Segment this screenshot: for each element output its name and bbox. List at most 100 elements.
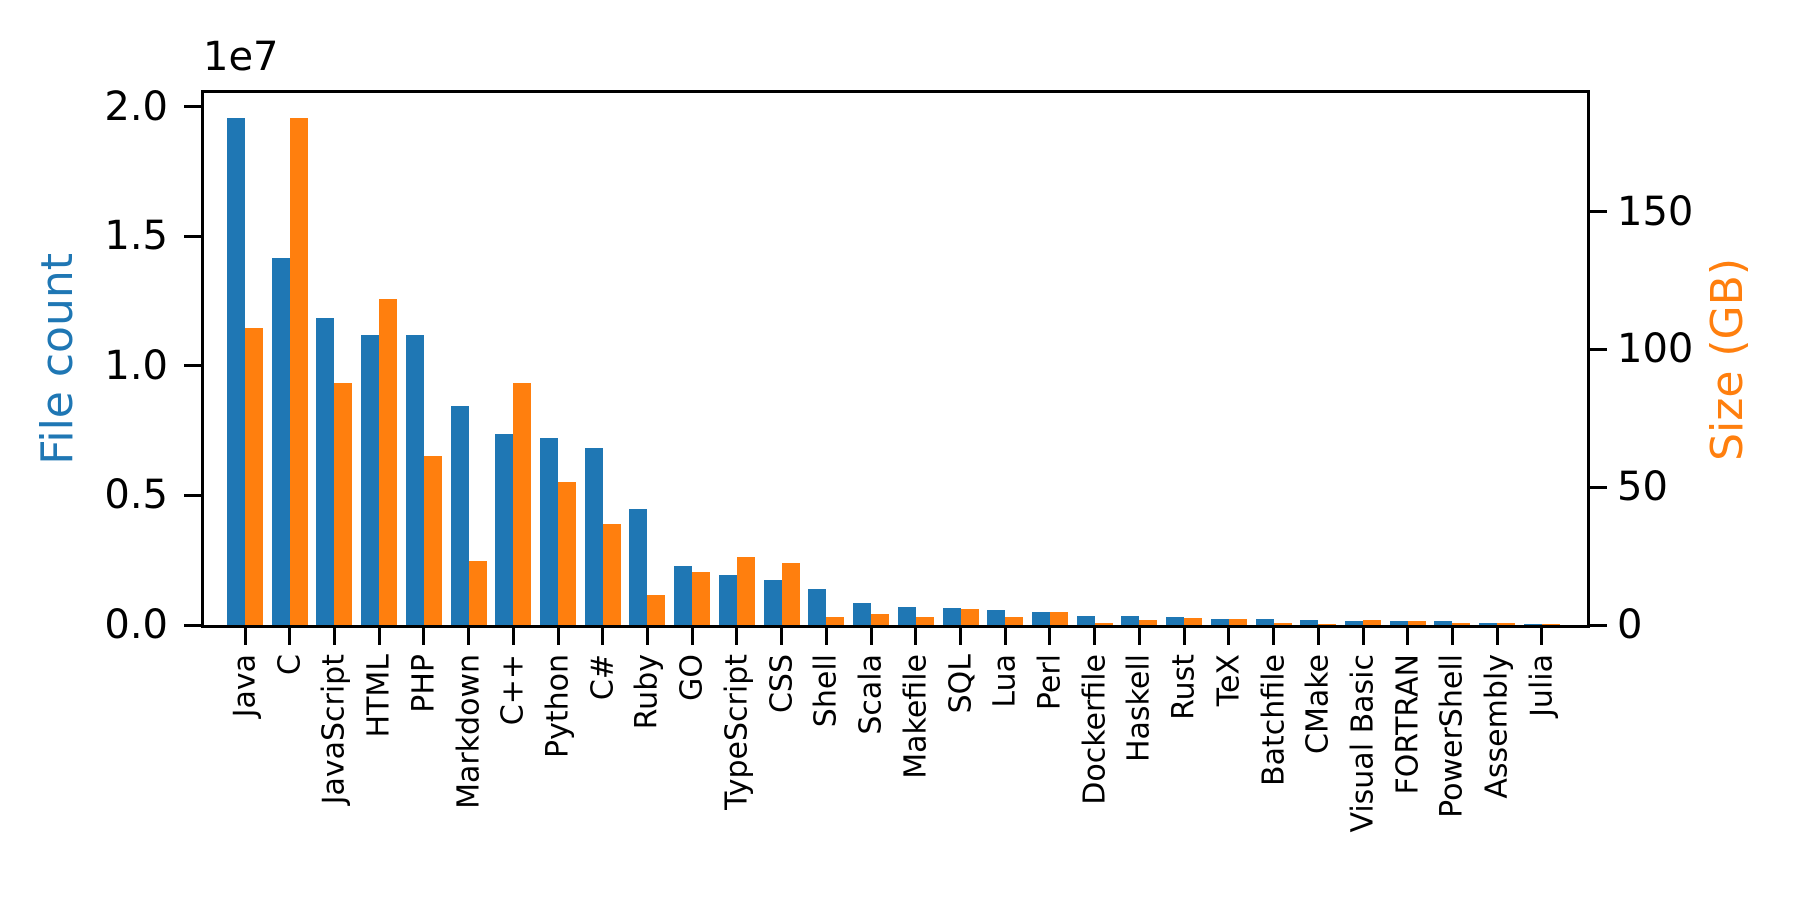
bar-size-gb (245, 328, 263, 625)
x-tick-label: SQL (943, 654, 979, 714)
bar-file-count (1389, 621, 1408, 625)
bar-file-count (316, 318, 335, 625)
x-tick-label: Python (540, 654, 576, 758)
y-tick-label-left: 0.0 (104, 602, 168, 648)
bar-file-count (1210, 618, 1229, 625)
bar-size-gb (1363, 619, 1381, 625)
plot-area (201, 90, 1590, 628)
bar-file-count (1166, 616, 1185, 625)
y-tick-left (184, 364, 201, 368)
y-tick-label-right: 0 (1617, 602, 1643, 648)
bar-size-gb (871, 614, 890, 625)
y-tick-right (1590, 485, 1607, 489)
bar-file-count (808, 589, 827, 625)
x-tick (377, 628, 381, 645)
x-tick-label: Julia (1524, 654, 1560, 717)
bar-file-count (450, 405, 469, 625)
x-tick-label: Scala (853, 654, 889, 735)
bar-size-gb (513, 383, 532, 625)
x-tick (1272, 628, 1276, 645)
bar-file-count (1434, 621, 1453, 625)
x-tick (243, 628, 247, 645)
bar-size-gb (736, 557, 755, 625)
bar-file-count (495, 433, 514, 625)
x-tick (869, 628, 873, 645)
x-tick-label: Perl (1032, 654, 1068, 711)
bar-size-gb (692, 571, 711, 625)
bar-size-gb (1273, 623, 1292, 625)
bar-size-gb (1228, 619, 1247, 625)
bar-size-gb (915, 616, 934, 625)
y-tick-left (184, 105, 201, 109)
bar-size-gb (781, 562, 800, 625)
x-tick-label: Java (227, 654, 263, 718)
y-tick-left (184, 493, 201, 497)
x-tick (690, 628, 694, 645)
x-tick-label: HTML (361, 654, 397, 738)
bar-size-gb (1139, 619, 1158, 625)
x-tick (1316, 628, 1320, 645)
bars-container (204, 93, 1587, 625)
bar-size-gb (1318, 623, 1337, 625)
bar-file-count (629, 509, 648, 625)
bar-size-gb (334, 382, 353, 625)
x-tick-label: C++ (495, 654, 531, 726)
x-tick (1093, 628, 1097, 645)
bar-size-gb (647, 594, 666, 625)
x-tick (511, 628, 515, 645)
bar-file-count (540, 437, 559, 625)
bar-size-gb (558, 481, 577, 625)
bar-file-count (674, 566, 693, 625)
bar-file-count (227, 118, 245, 625)
bar-file-count (1523, 623, 1542, 625)
y-tick-left (184, 234, 201, 238)
x-tick-label: C (272, 654, 308, 675)
bar-size-gb (1452, 623, 1471, 625)
y-tick-label-right: 150 (1617, 188, 1694, 235)
x-tick (914, 628, 918, 645)
x-tick-label: GO (674, 654, 710, 701)
bar-size-gb (602, 523, 621, 625)
x-tick-label: Rust (1166, 654, 1202, 720)
bar-size-gb (1049, 612, 1068, 625)
bar-file-count (1121, 616, 1140, 625)
bar-file-count (1031, 612, 1050, 625)
x-tick (1450, 628, 1454, 645)
x-tick-label: TeX (1211, 654, 1247, 707)
x-tick-label: Ruby (629, 654, 665, 730)
bar-size-gb (1184, 617, 1203, 625)
bar-file-count (853, 603, 872, 625)
x-tick (556, 628, 560, 645)
y-tick-right (1590, 623, 1607, 627)
bar-file-count (897, 607, 916, 625)
x-tick (288, 628, 292, 645)
bar-file-count (271, 258, 290, 625)
x-tick-label: C# (585, 654, 621, 701)
y-tick-right (1590, 210, 1607, 214)
x-tick-label: JavaScript (316, 654, 352, 805)
x-tick (332, 628, 336, 645)
x-tick (735, 628, 739, 645)
x-tick (601, 628, 605, 645)
x-tick-label: Markdown (451, 654, 487, 809)
bar-file-count (987, 610, 1006, 625)
y-tick-right (1590, 347, 1607, 351)
bar-size-gb (423, 455, 442, 625)
bar-file-count (584, 448, 603, 625)
bar-size-gb (1407, 620, 1426, 625)
x-tick (467, 628, 471, 645)
x-tick (1406, 628, 1410, 645)
bar-size-gb (1005, 617, 1024, 625)
x-tick (1048, 628, 1052, 645)
bar-size-gb (826, 616, 845, 625)
bar-file-count (1255, 618, 1274, 625)
x-tick-label: PHP (406, 654, 442, 713)
bar-size-gb (1094, 623, 1113, 625)
bar-file-count (942, 607, 961, 625)
x-tick-label: CMake (1300, 654, 1336, 754)
bar-file-count (763, 580, 782, 625)
bar-size-gb (289, 118, 308, 625)
right-axis-label-text: Size (GB) (1701, 257, 1753, 461)
x-tick-label: Lua (987, 654, 1023, 708)
